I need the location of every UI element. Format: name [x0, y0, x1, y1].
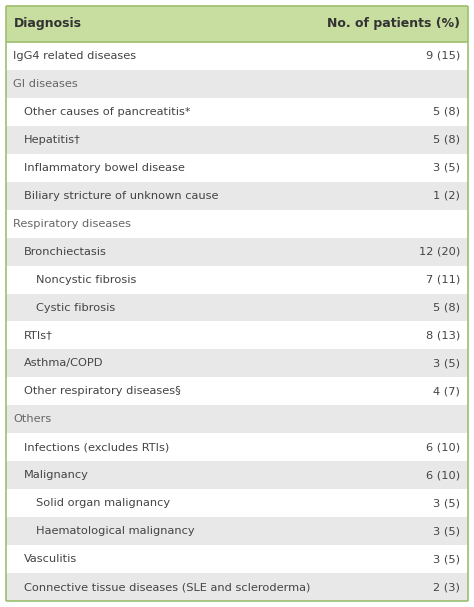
Text: 9 (15): 9 (15) — [426, 51, 460, 61]
Text: 4 (7): 4 (7) — [433, 387, 460, 396]
Bar — [6, 461, 468, 489]
Bar — [6, 517, 468, 545]
Text: 3 (5): 3 (5) — [433, 554, 460, 564]
Text: Bronchiectasis: Bronchiectasis — [24, 246, 107, 257]
Text: Inflammatory bowel disease: Inflammatory bowel disease — [24, 163, 185, 173]
Text: Hepatitis†: Hepatitis† — [24, 135, 81, 145]
Bar — [6, 181, 468, 209]
Bar — [6, 489, 468, 517]
Text: RTIs†: RTIs† — [24, 330, 53, 341]
Text: 12 (20): 12 (20) — [419, 246, 460, 257]
Text: Other causes of pancreatitis*: Other causes of pancreatitis* — [24, 107, 191, 117]
Bar — [6, 209, 468, 238]
Text: 3 (5): 3 (5) — [433, 163, 460, 173]
Bar — [6, 266, 468, 294]
Bar — [6, 238, 468, 266]
Text: Malignancy: Malignancy — [24, 470, 89, 480]
Text: 3 (5): 3 (5) — [433, 498, 460, 508]
Text: 8 (13): 8 (13) — [426, 330, 460, 341]
Bar — [6, 433, 468, 461]
Text: No. of patients (%): No. of patients (%) — [327, 18, 460, 30]
Text: 6 (10): 6 (10) — [426, 443, 460, 452]
Text: IgG4 related diseases: IgG4 related diseases — [13, 51, 136, 61]
Text: Vasculitis: Vasculitis — [24, 554, 77, 564]
Bar — [6, 405, 468, 433]
Text: 5 (8): 5 (8) — [433, 135, 460, 145]
Text: Noncystic fibrosis: Noncystic fibrosis — [36, 274, 137, 285]
Text: 2 (3): 2 (3) — [433, 582, 460, 592]
Text: 6 (10): 6 (10) — [426, 470, 460, 480]
Bar — [6, 6, 468, 42]
Bar — [6, 573, 468, 601]
Bar — [6, 350, 468, 378]
Text: Others: Others — [13, 415, 51, 424]
Text: Haematological malignancy: Haematological malignancy — [36, 526, 195, 536]
Bar — [6, 294, 468, 322]
Text: Connective tissue diseases (SLE and scleroderma): Connective tissue diseases (SLE and scle… — [24, 582, 310, 592]
Bar — [6, 378, 468, 405]
Text: Solid organ malignancy: Solid organ malignancy — [36, 498, 170, 508]
Bar — [6, 98, 468, 126]
Bar — [6, 126, 468, 154]
Bar — [6, 545, 468, 573]
Bar — [6, 42, 468, 70]
Text: Infections (excludes RTIs): Infections (excludes RTIs) — [24, 443, 169, 452]
Text: 1 (2): 1 (2) — [433, 191, 460, 201]
Text: 7 (11): 7 (11) — [426, 274, 460, 285]
Text: Other respiratory diseases§: Other respiratory diseases§ — [24, 387, 181, 396]
Text: 5 (8): 5 (8) — [433, 107, 460, 117]
Bar — [6, 70, 468, 98]
Text: GI diseases: GI diseases — [13, 79, 78, 89]
Text: Asthma/COPD: Asthma/COPD — [24, 358, 103, 368]
Text: 3 (5): 3 (5) — [433, 526, 460, 536]
Text: Diagnosis: Diagnosis — [14, 18, 82, 30]
Text: Cystic fibrosis: Cystic fibrosis — [36, 302, 115, 313]
Text: 3 (5): 3 (5) — [433, 358, 460, 368]
Bar — [6, 154, 468, 181]
Text: 5 (8): 5 (8) — [433, 302, 460, 313]
Text: Biliary stricture of unknown cause: Biliary stricture of unknown cause — [24, 191, 219, 201]
Text: Respiratory diseases: Respiratory diseases — [13, 219, 131, 229]
Bar — [6, 322, 468, 350]
